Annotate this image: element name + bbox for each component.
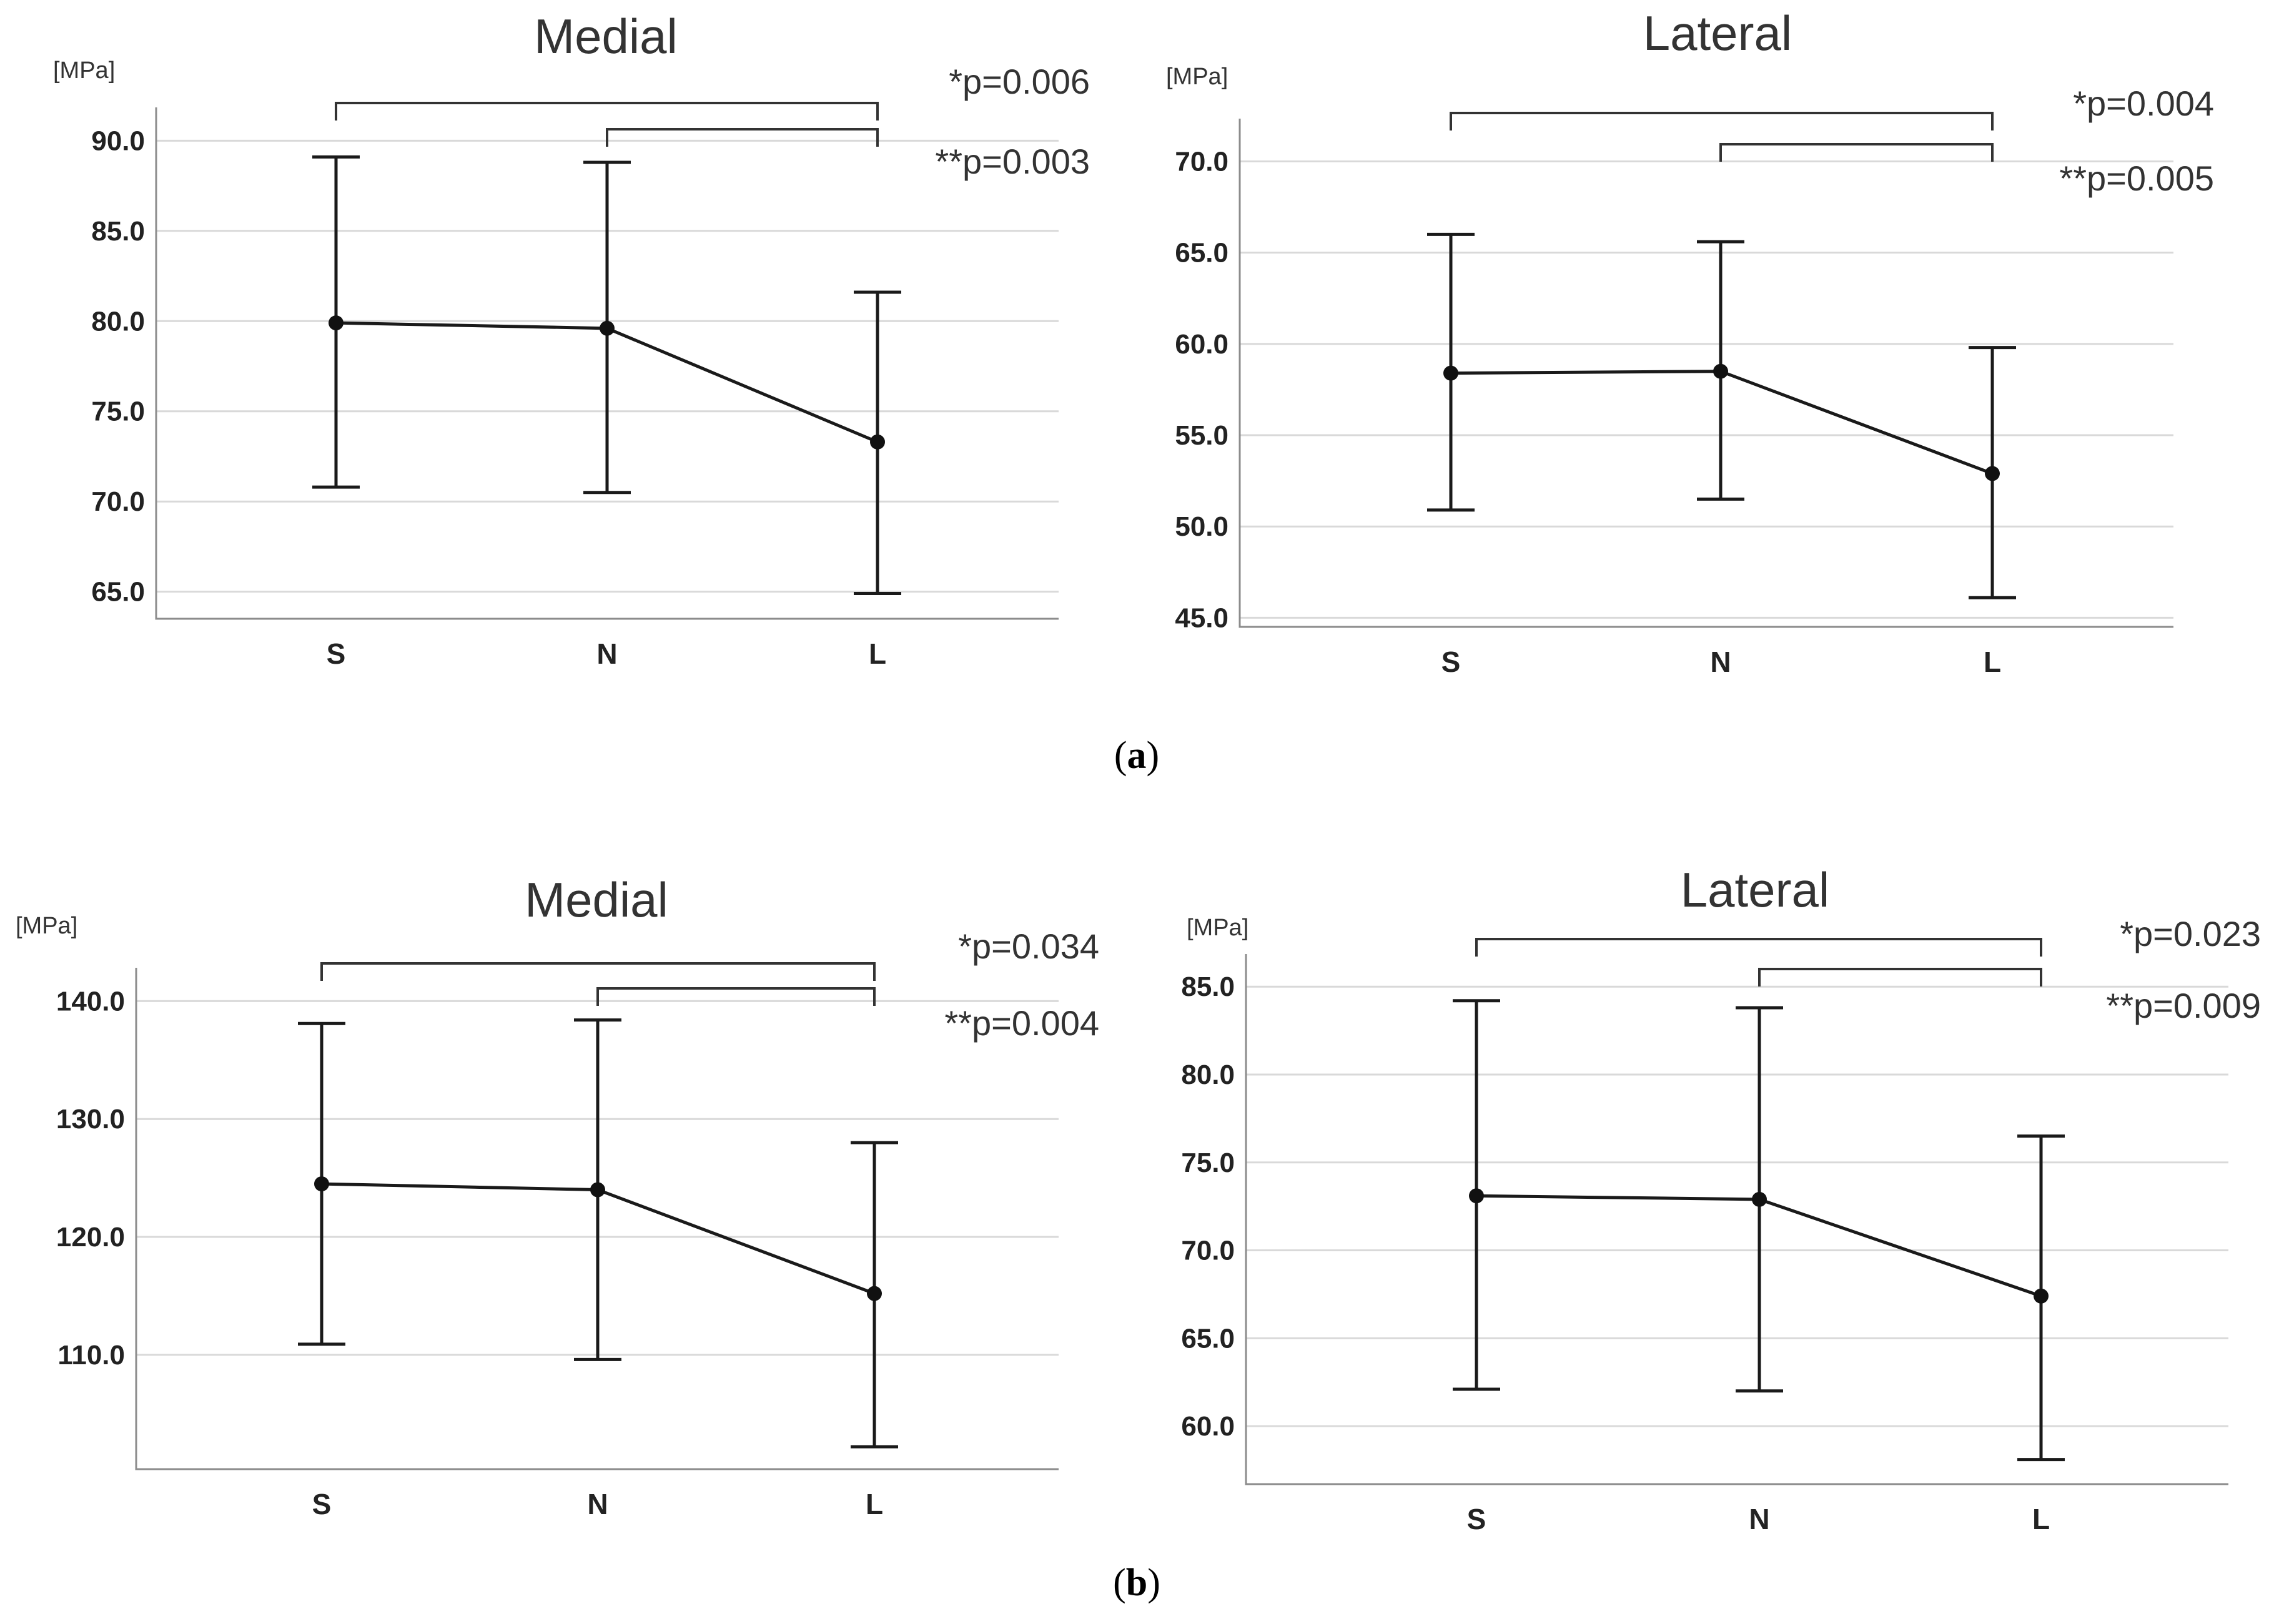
significance-label: **p=0.004: [944, 1003, 1099, 1043]
y-tick-label: 85.0: [1181, 972, 1235, 1002]
chart-panel-3: Medial [MPa] 110.0 120.0 130.0 140.0 S N L *p=0.0…: [16, 872, 1099, 1520]
charts-root: Medial [MPa] 65.0 70.0 75.0 80.0 85.0 90.0 S N L *p…: [16, 6, 2261, 1535]
mean-point: [1752, 1191, 1767, 1207]
x-category-label: N: [596, 637, 617, 670]
y-tick-label: 110.0: [57, 1340, 125, 1371]
y-tick-label: 65.0: [1175, 238, 1228, 268]
y-tick-label: 80.0: [1181, 1060, 1235, 1090]
significance-bracket: [1450, 112, 1994, 130]
chart-panel-2: Lateral [MPa] 45.0 50.0 55.0 60.0 65.0 70.0 S N L *…: [1166, 6, 2214, 678]
x-category-label: S: [312, 1488, 332, 1520]
significance-label: **p=0.005: [2059, 159, 2214, 198]
axis-frame: [1245, 954, 2228, 1485]
x-category-label: L: [2032, 1503, 2050, 1535]
y-unit-label: [MPa]: [16, 913, 77, 939]
x-category-label: L: [1984, 646, 2001, 678]
chart-title: Medial: [525, 872, 668, 927]
significance-label: *p=0.004: [2073, 84, 2214, 123]
x-category-label: L: [866, 1488, 883, 1520]
y-tick-label: 75.0: [91, 396, 145, 427]
axis-frame: [135, 968, 1059, 1470]
mean-point: [1469, 1188, 1484, 1204]
significance-label: *p=0.006: [949, 62, 1090, 101]
significance-bracket: [335, 102, 879, 121]
mean-point: [867, 1286, 882, 1301]
y-tick-label: 70.0: [91, 486, 145, 517]
chart-panel-1: Medial [MPa] 65.0 70.0 75.0 80.0 85.0 90.0 S N L *p…: [53, 9, 1090, 670]
y-tick-label: 80.0: [91, 306, 145, 337]
y-tick-label: 55.0: [1175, 420, 1228, 451]
y-tick-label: 50.0: [1175, 511, 1228, 542]
caption-a: (a): [1114, 734, 1159, 777]
y-tick-label: 65.0: [1181, 1323, 1235, 1354]
x-category-label: L: [869, 637, 886, 670]
chart-title: Medial: [534, 9, 678, 64]
chart-title: Lateral: [1643, 6, 1792, 61]
mean-point: [314, 1176, 329, 1192]
x-category-label: N: [587, 1488, 608, 1520]
y-tick-label: 130.0: [56, 1104, 125, 1134]
mean-point: [1443, 365, 1458, 381]
y-unit-label: [MPa]: [1187, 915, 1248, 941]
significance-bracket: [1719, 143, 1994, 162]
significance-bracket: [1475, 938, 2042, 957]
x-category-label: N: [1710, 646, 1731, 678]
mean-point: [600, 320, 615, 336]
y-unit-label: [MPa]: [1166, 64, 1228, 90]
x-category-label: S: [1441, 646, 1461, 678]
y-tick-label: 60.0: [1181, 1411, 1235, 1442]
significance-bracket: [1758, 968, 2042, 987]
y-tick-label: 140.0: [56, 986, 125, 1016]
y-unit-label: [MPa]: [53, 57, 115, 84]
mean-point: [329, 315, 344, 331]
chart-panel-4: Lateral [MPa] 60.0 65.0 70.0 75.0 80.0 85.0 S N L *…: [1181, 862, 2261, 1535]
y-tick-label: 70.0: [1181, 1236, 1235, 1266]
significance-label: *p=0.023: [2120, 914, 2261, 953]
y-tick-label: 65.0: [91, 577, 145, 608]
x-category-label: S: [327, 637, 346, 670]
mean-point: [1985, 466, 2000, 481]
axis-frame: [155, 107, 1059, 620]
caption-a-letter: a: [1127, 734, 1147, 777]
chart-title: Lateral: [1681, 862, 1830, 917]
y-tick-label: 70.0: [1175, 146, 1228, 177]
significance-label: **p=0.009: [2106, 986, 2261, 1025]
y-tick-label: 120.0: [56, 1222, 125, 1252]
y-tick-label: 85.0: [91, 216, 145, 247]
significance-label: *p=0.034: [958, 927, 1099, 966]
significance-bracket: [320, 962, 876, 981]
y-tick-label: 45.0: [1175, 603, 1228, 633]
mean-point: [870, 434, 885, 450]
caption-b: (b): [1113, 1562, 1160, 1604]
y-tick-label: 75.0: [1181, 1148, 1235, 1178]
mean-point: [1713, 363, 1728, 379]
axis-frame: [1238, 119, 2173, 628]
significance-bracket: [596, 987, 876, 1006]
caption-b-letter: b: [1126, 1562, 1147, 1604]
y-tick-label: 60.0: [1175, 329, 1228, 360]
significance-bracket: [606, 128, 879, 147]
mean-point: [590, 1182, 605, 1198]
x-category-label: N: [1749, 1503, 1769, 1535]
significance-label: **p=0.003: [935, 142, 1090, 181]
x-category-label: S: [1467, 1503, 1486, 1535]
y-tick-label: 90.0: [91, 125, 145, 156]
mean-point: [2034, 1288, 2049, 1304]
